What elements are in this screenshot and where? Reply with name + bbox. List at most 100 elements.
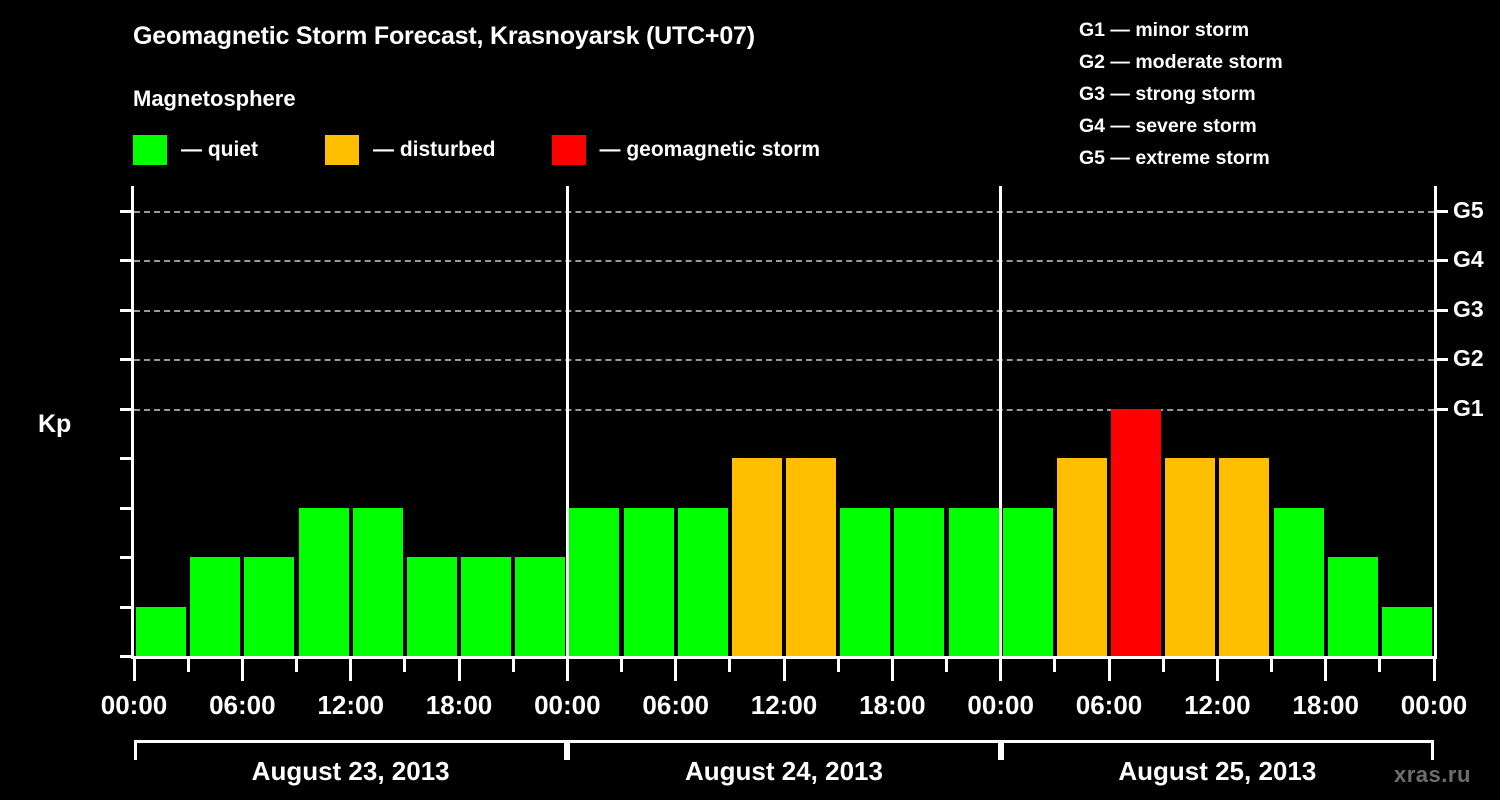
y-tick-mark xyxy=(120,259,131,263)
y-tick-mark xyxy=(120,556,131,560)
g-tick-mark xyxy=(1437,358,1448,362)
x-tick-mark-major xyxy=(674,659,678,681)
x-tick-label: 12:00 xyxy=(750,690,818,720)
bar xyxy=(731,458,782,656)
gscale-legend-line-g4: G4 — severe storm xyxy=(1079,115,1257,137)
g-tick-label: G4 xyxy=(1453,246,1484,273)
x-axis-line xyxy=(131,656,1437,659)
g-tick-mark xyxy=(1437,259,1448,263)
bar xyxy=(190,557,241,656)
gscale-legend-line-g5: G5 — extreme storm xyxy=(1079,147,1270,169)
x-tick-label: 18:00 xyxy=(859,690,926,720)
x-tick-label: 18:00 xyxy=(1292,690,1359,720)
x-tick-mark-minor xyxy=(1378,659,1382,672)
bar xyxy=(1165,458,1216,656)
bar xyxy=(623,507,674,656)
g-tick-label: G2 xyxy=(1453,345,1484,372)
x-tick-label: 18:00 xyxy=(425,690,493,720)
bar xyxy=(298,507,349,656)
bars-layer xyxy=(134,186,1434,656)
watermark: xras.ru xyxy=(1394,762,1471,787)
x-tick-mark-major xyxy=(890,659,894,681)
g-tick-label: G3 xyxy=(1453,295,1484,322)
bar xyxy=(894,507,945,656)
x-tick-mark-major xyxy=(240,659,244,681)
x-tick-mark-minor xyxy=(1161,659,1165,672)
x-tick-mark-minor xyxy=(1053,659,1057,672)
y-tick-mark xyxy=(120,209,131,213)
bar xyxy=(244,557,295,656)
g-tick-mark xyxy=(1437,209,1448,213)
y-tick-mark xyxy=(120,407,131,411)
day-label: August 25, 2013 xyxy=(1118,756,1317,786)
bar xyxy=(1111,408,1162,656)
y-tick-mark xyxy=(120,358,131,362)
legend-label-quiet: — quiet xyxy=(181,138,258,161)
legend-label-disturbed: — disturbed xyxy=(373,138,496,161)
legend-item-storm: — geomagnetic storm xyxy=(551,134,821,166)
gscale-legend: G1 — minor storm G2 — moderate storm G3 … xyxy=(1079,14,1283,174)
legend-label-storm: — geomagnetic storm xyxy=(599,138,821,161)
bar xyxy=(840,507,891,656)
x-tick-mark-major xyxy=(565,659,569,681)
bar xyxy=(515,557,566,656)
x-tick-label: 00:00 xyxy=(967,690,1034,720)
day-bracket xyxy=(1000,740,1434,760)
day-bracket xyxy=(567,740,1001,760)
bar xyxy=(1056,458,1107,656)
x-tick-mark-minor xyxy=(1270,659,1273,672)
day-label: August 24, 2013 xyxy=(685,756,883,786)
x-tick-mark-minor xyxy=(295,659,298,672)
legend-item-disturbed: — disturbed xyxy=(325,134,496,166)
bar xyxy=(406,557,457,656)
bar xyxy=(1219,458,1270,656)
g-tick-label: G5 xyxy=(1453,196,1484,223)
page-title: Geomagnetic Storm Forecast, Krasnoyarsk … xyxy=(133,22,755,50)
bar xyxy=(1002,507,1053,656)
legend-swatch-disturbed-icon xyxy=(325,135,359,165)
legend-swatch-storm-icon xyxy=(551,135,586,165)
x-tick-mark-major xyxy=(457,659,461,681)
g-tick-label: G1 xyxy=(1453,394,1484,421)
day-separator xyxy=(999,186,1003,656)
secondary-axis-line xyxy=(1434,186,1437,656)
gridline xyxy=(134,309,1434,312)
bar xyxy=(786,458,837,656)
gridline xyxy=(134,210,1434,213)
g-tick-mark xyxy=(1437,407,1448,411)
x-tick-mark-major xyxy=(1107,659,1111,681)
y-axis-title: Kp xyxy=(38,410,72,438)
x-tick-mark-major xyxy=(1324,659,1328,681)
y-tick-mark xyxy=(120,457,131,461)
x-tick-mark-major xyxy=(782,659,786,681)
x-tick-label: 00:00 xyxy=(534,690,601,720)
x-tick-mark-minor xyxy=(186,659,190,672)
x-tick-mark-minor xyxy=(403,659,407,672)
legend: — quiet — disturbed — geomagnetic storm xyxy=(133,134,820,166)
bar xyxy=(1381,606,1432,656)
bar xyxy=(948,507,999,656)
gscale-legend-line-g1: G1 — minor storm xyxy=(1079,19,1250,41)
gscale-legend-line-g3: G3 — strong storm xyxy=(1079,83,1256,105)
gridline xyxy=(134,408,1434,411)
legend-swatch-quiet-icon xyxy=(133,135,167,165)
x-tick-mark-major xyxy=(132,659,136,681)
legend-item-quiet: — quiet xyxy=(133,134,258,166)
x-tick-label: 00:00 xyxy=(1400,690,1468,720)
x-tick-mark-minor xyxy=(511,659,515,672)
x-tick-label: 12:00 xyxy=(317,690,384,720)
y-tick-mark xyxy=(120,605,131,609)
x-tick-mark-major xyxy=(1432,659,1436,681)
x-tick-mark-major xyxy=(999,659,1003,681)
y-tick-mark xyxy=(120,655,131,658)
day-label: August 23, 2013 xyxy=(251,756,450,786)
x-tick-mark-minor xyxy=(945,659,948,672)
day-bracket xyxy=(134,740,568,760)
x-tick-mark-minor xyxy=(728,659,732,672)
bar xyxy=(461,557,512,656)
bar xyxy=(1327,557,1378,656)
x-tick-mark-minor xyxy=(836,659,840,672)
g-tick-mark xyxy=(1437,308,1448,312)
